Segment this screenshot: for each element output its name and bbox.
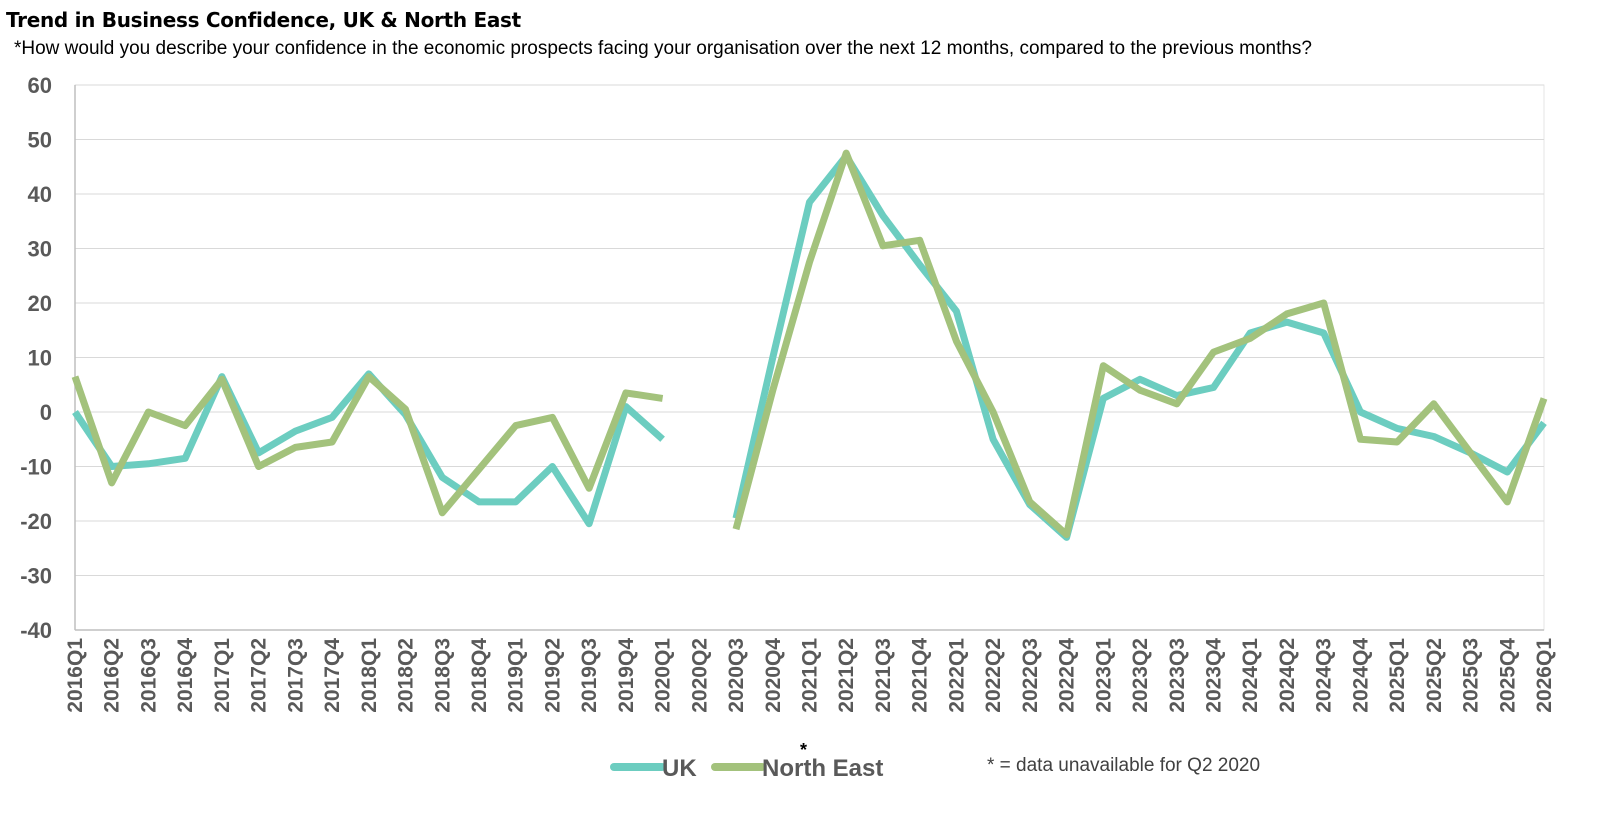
x-tick-label: 2021Q1: [799, 638, 822, 713]
y-tick-label: -20: [20, 509, 52, 534]
x-tick-label: 2016Q2: [101, 638, 124, 713]
x-tick-label: 2022Q2: [982, 638, 1005, 713]
x-tick-label: 2025Q4: [1496, 638, 1519, 713]
x-tick-label: 2025Q3: [1460, 638, 1483, 713]
x-tick-label: 2023Q3: [1166, 638, 1189, 713]
y-axis-ticks: 60 50 40 30 20 10 0 -10 -20 -30 -40: [20, 73, 52, 643]
x-tick-label: 2018Q1: [358, 638, 381, 713]
x-tick-label: 2022Q1: [945, 638, 968, 713]
series-line-segment: [72, 370, 665, 528]
y-tick-label: 20: [28, 291, 52, 316]
chart-title: Trend in Business Confidence, UK & North…: [6, 8, 521, 32]
y-tick-label: 40: [28, 182, 52, 207]
x-tick-label: 2022Q3: [1019, 638, 1042, 713]
x-tick-label: 2022Q4: [1056, 638, 1079, 713]
y-tick-label: 0: [40, 400, 52, 425]
x-tick-label: 2019Q4: [615, 638, 638, 713]
y-tick-label: -40: [20, 618, 52, 643]
x-tick-label: 2024Q1: [1239, 638, 1262, 713]
data-note: * = data unavailable for Q2 2020: [987, 755, 1260, 776]
x-tick-label: 2019Q3: [578, 638, 601, 713]
x-tick-label: 2026Q1: [1533, 638, 1556, 713]
x-tick-label: 2023Q2: [1129, 638, 1152, 713]
series-line-segment: [71, 373, 664, 517]
x-tick-label: 2021Q4: [909, 638, 932, 713]
x-tick-label: 2020Q4: [762, 638, 785, 713]
legend: UK North East *: [610, 740, 883, 782]
x-tick-label: 2017Q1: [211, 638, 234, 713]
x-tick-label: 2024Q2: [1276, 638, 1299, 713]
x-tick-label: 2016Q3: [137, 638, 160, 713]
x-tick-label: 2020Q3: [725, 638, 748, 713]
x-tick-label: 2023Q1: [1092, 638, 1115, 713]
legend-star-marker: *: [800, 740, 807, 760]
y-tick-label: 30: [28, 237, 52, 262]
y-tick-label: 60: [28, 73, 52, 98]
series-north-east: [71, 149, 1548, 539]
legend-label-north-east: North East: [762, 755, 883, 782]
x-tick-label: 2020Q1: [652, 638, 675, 713]
y-tick-label: -30: [20, 564, 52, 589]
x-tick-label: 2020Q2: [688, 638, 711, 713]
x-tick-label: 2017Q3: [284, 638, 307, 713]
series-uk: [72, 152, 1547, 541]
x-tick-label: 2025Q2: [1423, 638, 1446, 713]
chart-subtitle: *How would you describe your confidence …: [14, 38, 1313, 59]
x-tick-label: 2018Q4: [468, 638, 491, 713]
series-line-segment: [732, 152, 1547, 541]
x-tick-label: 2024Q4: [1349, 638, 1372, 713]
y-tick-label: 10: [28, 346, 52, 371]
x-tick-label: 2016Q4: [174, 638, 197, 713]
x-tick-label: 2023Q4: [1202, 638, 1225, 713]
x-tick-label: 2021Q3: [872, 638, 895, 713]
x-tick-label: 2025Q1: [1386, 638, 1409, 713]
series-lines: [71, 149, 1548, 541]
legend-label-uk: UK: [662, 755, 697, 782]
y-tick-label: 50: [28, 128, 52, 153]
x-tick-label: 2018Q2: [395, 638, 418, 713]
x-tick-label: 2024Q3: [1313, 638, 1336, 713]
x-tick-label: 2019Q2: [541, 638, 564, 713]
x-tick-label: 2019Q1: [505, 638, 528, 713]
series-line-segment: [732, 149, 1548, 539]
y-tick-label: -10: [20, 455, 52, 480]
x-tick-label: 2017Q2: [248, 638, 271, 713]
x-tick-label: 2017Q4: [321, 638, 344, 713]
x-tick-label: 2016Q1: [64, 638, 87, 713]
x-axis-ticks: 2016Q1 2016Q2 2016Q3 2016Q4 2017Q1 2017Q2 2017…: [64, 638, 1556, 713]
x-tick-label: 2021Q2: [835, 638, 858, 713]
gridlines: [74, 84, 1545, 631]
x-tick-label: 2018Q3: [431, 638, 454, 713]
